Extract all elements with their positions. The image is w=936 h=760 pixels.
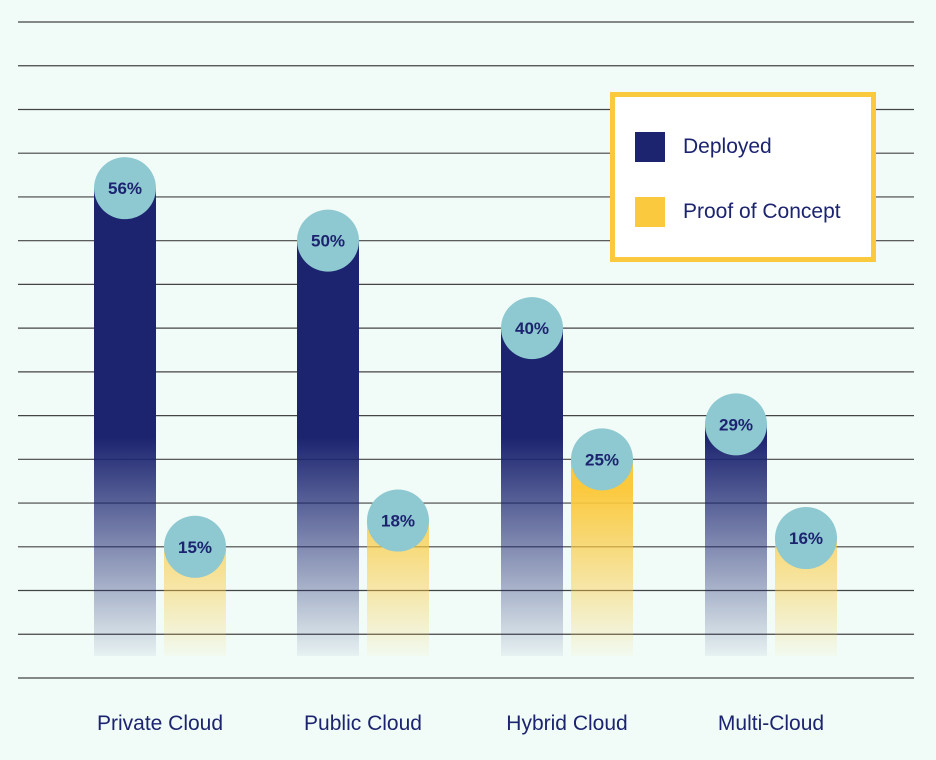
value-bubble-deployed-multi-cloud	[705, 393, 767, 456]
data-label-deployed-hybrid-cloud: 40%	[515, 319, 549, 338]
value-bubble-deployed-hybrid-cloud	[501, 297, 563, 360]
category-labels: Private Cloud Public Cloud Hybrid Cloud Mul…	[97, 712, 824, 735]
legend-item-proof-of-concept: Proof of Concept	[635, 197, 841, 227]
data-label-proof-of-concept-private-cloud: 15%	[178, 538, 212, 557]
value-bubble-proof-of-concept-public-cloud	[367, 489, 429, 552]
value-bubble-deployed-private-cloud	[94, 157, 156, 220]
bar-deployed-hybrid-cloud	[501, 328, 563, 656]
value-bubble-proof-of-concept-private-cloud	[164, 515, 226, 578]
x-tick-label: Multi-Cloud	[718, 712, 824, 735]
legend-swatch-proof-of-concept	[635, 197, 665, 227]
value-bubble-deployed-public-cloud	[297, 209, 359, 272]
x-tick-label: Hybrid Cloud	[506, 712, 627, 735]
legend-swatch-deployed	[635, 132, 665, 162]
value-bubble-proof-of-concept-hybrid-cloud	[571, 428, 633, 491]
value-bubble-proof-of-concept-multi-cloud	[775, 507, 837, 570]
data-label-proof-of-concept-public-cloud: 18%	[381, 512, 415, 531]
legend-label-deployed: Deployed	[683, 135, 772, 158]
legend-item-deployed: Deployed	[635, 132, 772, 162]
data-label-deployed-public-cloud: 50%	[311, 232, 345, 251]
bar-proof-of-concept-hybrid-cloud	[571, 459, 633, 656]
bar-deployed-public-cloud	[297, 240, 359, 656]
x-tick-label: Public Cloud	[304, 712, 422, 735]
x-tick-label: Private Cloud	[97, 712, 223, 735]
bar-deployed-multi-cloud	[705, 424, 767, 656]
bars: 56% 50% 40% 29% 15% 18% 25% 16%	[94, 157, 837, 657]
legend: Deployed Proof of Concept	[610, 92, 876, 262]
legend-label-proof-of-concept: Proof of Concept	[683, 200, 841, 223]
data-label-proof-of-concept-hybrid-cloud: 25%	[585, 450, 619, 469]
data-label-deployed-private-cloud: 56%	[108, 179, 142, 198]
data-label-proof-of-concept-multi-cloud: 16%	[789, 529, 823, 548]
bar-deployed-private-cloud	[94, 188, 156, 657]
data-label-deployed-multi-cloud: 29%	[719, 415, 753, 434]
